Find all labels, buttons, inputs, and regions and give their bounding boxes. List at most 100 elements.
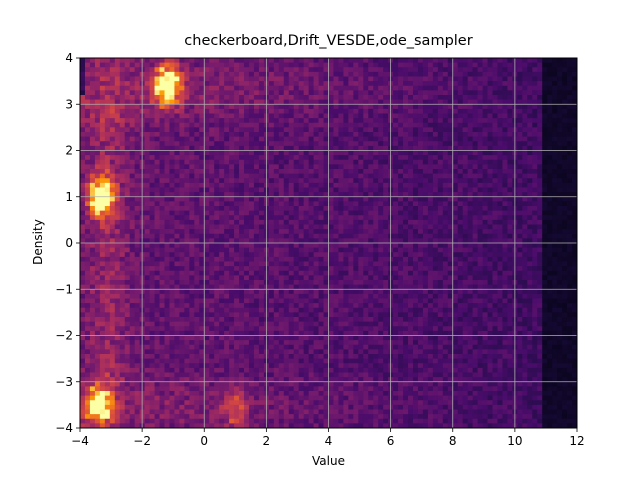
heatmap-cell [552, 136, 558, 142]
heatmap-cell [89, 284, 96, 290]
heatmap-cell [482, 164, 488, 170]
heatmap-cell [343, 136, 349, 142]
heatmap-cell [572, 238, 578, 244]
heatmap-cell [119, 261, 126, 267]
heatmap-cell [482, 187, 488, 193]
heatmap-cell [144, 104, 150, 110]
heatmap-cell [417, 113, 424, 119]
heatmap-cell [283, 270, 290, 276]
heatmap-cell [169, 196, 175, 202]
heatmap-cell [318, 252, 324, 258]
heatmap-cell [104, 81, 111, 87]
heatmap-cell [383, 284, 389, 290]
heatmap-cell [403, 90, 409, 96]
heatmap-cell [432, 284, 439, 290]
heatmap-cell [179, 233, 185, 239]
heatmap-cell [114, 58, 121, 64]
heatmap-cell [487, 270, 493, 276]
heatmap-cell [244, 233, 250, 239]
heatmap-cell [194, 141, 200, 147]
heatmap-cell [353, 136, 359, 142]
heatmap-cell [149, 99, 155, 105]
heatmap-cell [109, 132, 116, 138]
heatmap-cell [567, 229, 573, 235]
heatmap-cell [358, 284, 364, 290]
heatmap-cell [268, 132, 275, 138]
heatmap-cell [204, 215, 210, 221]
heatmap-cell [417, 164, 424, 170]
heatmap-cell [129, 108, 136, 114]
heatmap-cell [129, 219, 136, 225]
heatmap-cell [273, 159, 280, 165]
heatmap-cell [89, 270, 96, 276]
heatmap-cell [547, 85, 553, 91]
heatmap-cell [293, 122, 300, 128]
heatmap-cell [497, 256, 503, 262]
heatmap-cell [94, 238, 101, 244]
heatmap-cell [427, 155, 434, 161]
heatmap-cell [283, 247, 290, 253]
heatmap-cell [532, 58, 538, 64]
heatmap-cell [144, 270, 150, 276]
heatmap-cell [184, 192, 190, 198]
heatmap-cell [378, 182, 384, 188]
heatmap-cell [303, 182, 310, 188]
heatmap-cell [179, 113, 185, 119]
heatmap-cell [164, 76, 170, 82]
heatmap-cell [80, 173, 86, 179]
heatmap-cell [338, 113, 344, 119]
heatmap-cell [457, 182, 464, 188]
heatmap-cell [462, 178, 469, 184]
heatmap-cell [288, 71, 295, 77]
heatmap-cell [552, 67, 558, 73]
heatmap-cell [497, 178, 503, 184]
heatmap-cell [517, 219, 523, 225]
heatmap-cell [318, 182, 324, 188]
heatmap-cell [462, 229, 469, 235]
heatmap-cell [298, 71, 305, 77]
heatmap-cell [114, 95, 121, 101]
heatmap-cell [507, 150, 513, 156]
heatmap-cell [179, 99, 185, 105]
heatmap-cell [398, 122, 404, 128]
heatmap-cell [417, 187, 424, 193]
heatmap-cell [552, 284, 558, 290]
heatmap-cell [154, 201, 160, 207]
heatmap-cell [562, 108, 568, 114]
heatmap-cell [114, 90, 121, 96]
heatmap-cell [303, 266, 310, 272]
heatmap-cell [472, 132, 478, 138]
heatmap-cell [373, 224, 379, 230]
heatmap-cell [189, 233, 195, 239]
heatmap-cell [393, 280, 399, 286]
heatmap-cell [403, 219, 409, 225]
heatmap-cell [557, 145, 563, 151]
heatmap-cell [273, 141, 280, 147]
heatmap-cell [234, 141, 240, 147]
heatmap-cell [109, 215, 116, 221]
heatmap-cell [482, 76, 488, 82]
heatmap-cell [482, 118, 488, 124]
heatmap-cell [164, 206, 170, 212]
heatmap-cell [234, 122, 240, 128]
heatmap-cell [209, 164, 215, 170]
heatmap-cell [94, 173, 101, 179]
heatmap-cell [164, 108, 170, 114]
heatmap-cell [527, 275, 533, 281]
heatmap-cell [99, 67, 106, 73]
heatmap-cell [149, 238, 155, 244]
heatmap-cell [403, 76, 409, 82]
heatmap-cell [194, 284, 200, 290]
heatmap-cell [144, 247, 150, 253]
heatmap-cell [154, 206, 160, 212]
heatmap-cell [278, 192, 285, 198]
heatmap-cell [318, 90, 324, 96]
heatmap-cell [179, 136, 185, 142]
heatmap-cell [124, 266, 131, 272]
heatmap-cell [164, 178, 170, 184]
heatmap-cell [393, 155, 399, 161]
heatmap-cell [492, 90, 498, 96]
heatmap-cell [124, 104, 131, 110]
heatmap-cell [452, 104, 459, 110]
heatmap-cell [348, 169, 354, 175]
